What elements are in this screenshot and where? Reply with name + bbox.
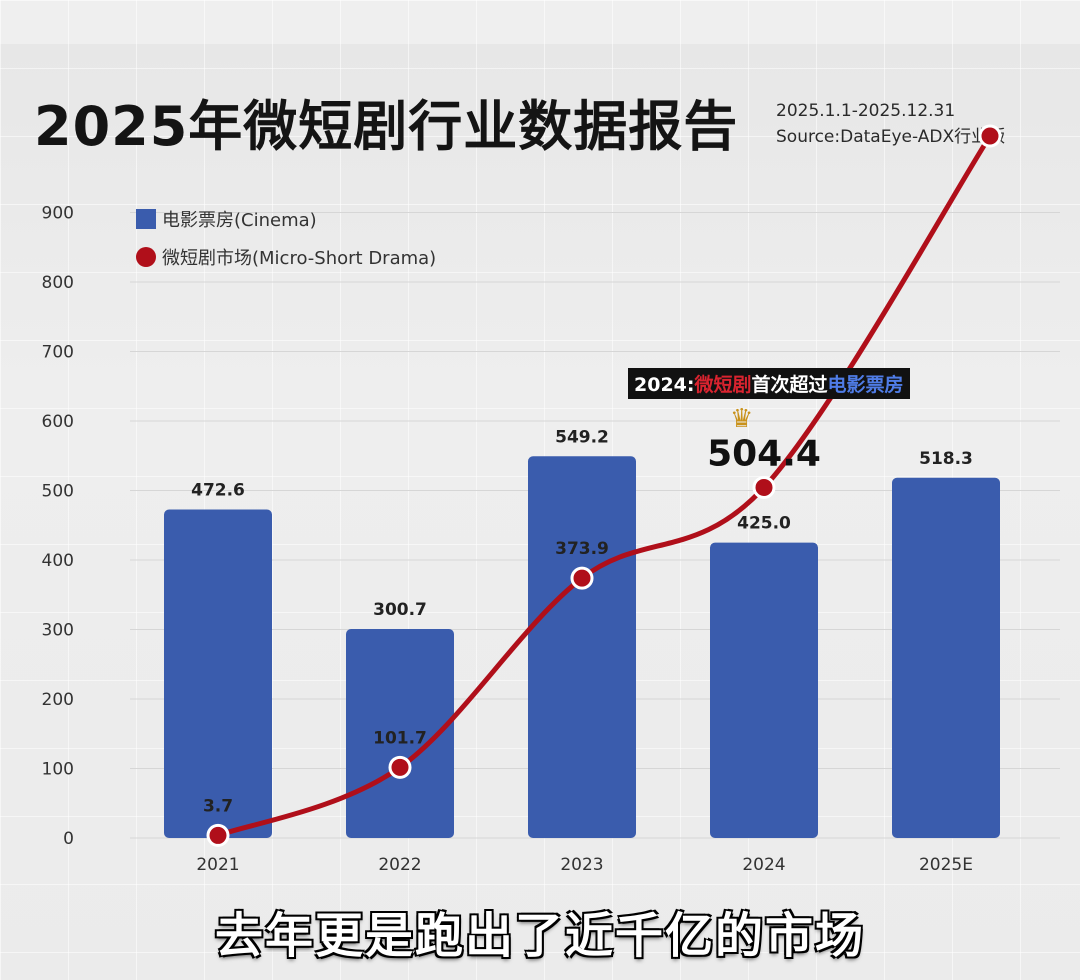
top-band [0, 0, 1080, 44]
bar-value-label: 472.6 [191, 481, 245, 501]
x-tick-label: 2024 [742, 855, 785, 875]
line-point [570, 566, 594, 590]
legend-label-cinema: 电影票房(Cinema) [162, 210, 317, 231]
y-tick-label: 100 [42, 760, 74, 780]
bar [710, 542, 818, 838]
bar [892, 477, 1000, 838]
page-title: 2025年微短剧行业数据报告 [34, 95, 739, 158]
callout-banner: 2024:微短剧首次超过电影票房 [628, 368, 910, 399]
callout-middle-text: 首次超过 [751, 374, 828, 396]
y-tick-label: 500 [42, 482, 74, 502]
line-point [388, 755, 412, 779]
line-value-label: 101.7 [373, 728, 427, 748]
line-point [206, 823, 230, 847]
y-tick-label: 800 [42, 273, 74, 293]
bar [528, 456, 636, 838]
callout-red-text: 微短剧 [694, 374, 752, 396]
source-block: 2025.1.1-2025.12.31 Source:DataEye-ADX行业… [776, 98, 1005, 150]
line-value-label-highlight: 504.4 [707, 433, 821, 474]
bar-value-label: 549.2 [555, 427, 609, 447]
bar-value-label: 518.3 [919, 449, 973, 469]
callout-blue-text: 电影票房 [827, 374, 904, 396]
x-tick-label: 2023 [560, 855, 603, 875]
x-tick-label: 2021 [196, 855, 239, 875]
y-tick-label: 700 [42, 343, 74, 363]
bar-value-label: 300.7 [373, 600, 427, 620]
legend-label-micro: 微短剧市场(Micro-Short Drama) [162, 248, 437, 269]
y-tick-label: 300 [42, 621, 74, 641]
y-tick-label: 600 [42, 412, 74, 432]
line-point [978, 124, 1002, 148]
bar [164, 509, 272, 838]
line-point [752, 475, 776, 499]
legend-item-micro: 微短剧市场(Micro-Short Drama) [136, 244, 436, 270]
legend-dot-swatch [136, 247, 156, 267]
video-subtitle: 去年更是跑出了近千亿的市场 [214, 908, 865, 964]
line-value-label: 373.9 [555, 539, 609, 559]
micro-drama-line [215, 133, 993, 838]
callout-prefix: 2024: [634, 374, 695, 396]
y-tick-label: 400 [42, 551, 74, 571]
x-tick-label: 2022 [378, 855, 421, 875]
y-tick-label: 900 [42, 204, 74, 224]
source-text: Source:DataEye-ADX行业版 [776, 127, 1006, 147]
line-value-label: 3.7 [203, 796, 233, 816]
y-tick-label: 200 [42, 690, 74, 710]
legend-item-cinema: 电影票房(Cinema) [136, 206, 317, 232]
legend-bar-swatch [136, 209, 156, 229]
y-tick-label: 0 [63, 829, 74, 849]
date-range: 2025.1.1-2025.12.31 [776, 101, 956, 121]
crown-icon: ♛ [730, 404, 754, 434]
bar-value-label: 425.0 [737, 514, 791, 534]
x-tick-label: 2025E [919, 855, 973, 875]
